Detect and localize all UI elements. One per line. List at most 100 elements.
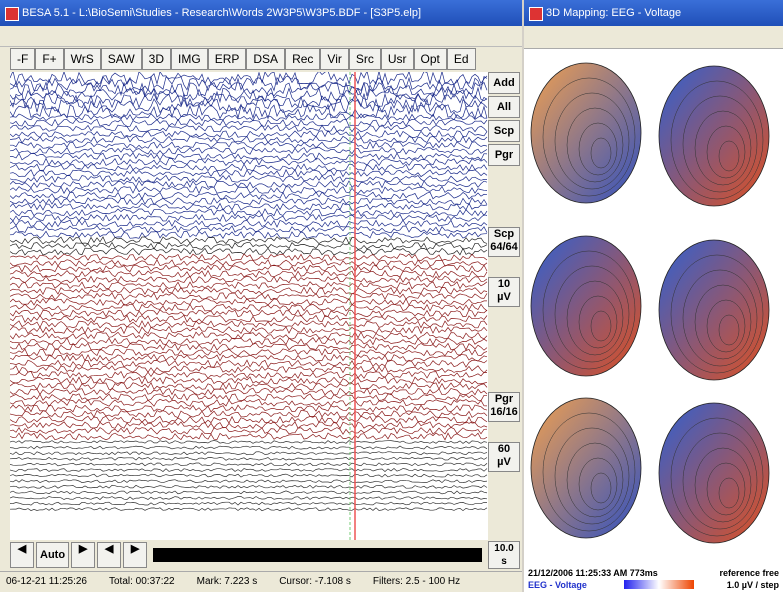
besa-window: BESA 5.1 - L:\BioSemi\Studies - Research…	[0, 0, 522, 592]
reference: reference free	[719, 568, 779, 578]
toolbar-button[interactable]: Opt	[414, 48, 447, 70]
eeg-trace	[10, 321, 487, 328]
eeg-trace	[10, 441, 487, 444]
mapping-window: 3D Mapping: EEG - Voltage 21/12/2006 11:…	[524, 0, 783, 592]
eeg-trace	[10, 243, 487, 250]
eeg-trace	[10, 72, 487, 85]
title-bar: BESA 5.1 - L:\BioSemi\Studies - Research…	[0, 0, 522, 26]
eeg-trace	[10, 226, 487, 233]
eeg-trace	[10, 175, 487, 182]
eeg-trace	[10, 276, 487, 283]
eeg-trace	[10, 147, 487, 154]
toolbar-button[interactable]: Vir	[320, 48, 348, 70]
prev-step[interactable]: ◀	[97, 542, 121, 568]
desktop: BESA 5.1 - L:\BioSemi\Studies - Research…	[0, 0, 783, 592]
side-button[interactable]: Scp	[488, 120, 520, 142]
eeg-trace	[10, 416, 487, 423]
prev-page[interactable]: ◀	[10, 542, 34, 568]
eeg-trace	[10, 433, 487, 440]
next-page[interactable]: ▶	[71, 542, 95, 568]
toolbar-button[interactable]: SAW	[101, 48, 142, 70]
eeg-trace	[10, 422, 487, 429]
eeg-trace	[10, 485, 487, 488]
status-field: Cursor: -7.108 s	[279, 572, 351, 592]
eeg-trace	[10, 153, 487, 160]
eeg-trace	[10, 131, 487, 138]
scale-bottom: µV	[489, 291, 519, 304]
eeg-trace	[10, 287, 487, 294]
eeg-trace	[10, 304, 487, 311]
eeg-trace	[10, 293, 487, 300]
eeg-trace	[10, 209, 487, 216]
eeg-trace	[10, 77, 487, 91]
eeg-trace	[10, 125, 487, 132]
toolbar	[524, 26, 783, 49]
side-button[interactable]: Pgr	[488, 144, 520, 166]
toolbar-button[interactable]: Usr	[381, 48, 414, 70]
eeg-trace	[10, 355, 487, 362]
scale-bottom: 64/64	[489, 241, 519, 254]
eeg-trace	[10, 343, 487, 350]
eeg-trace	[10, 327, 487, 334]
scroll-bar[interactable]	[153, 548, 482, 562]
eeg-trace	[10, 469, 487, 472]
eeg-trace	[10, 260, 487, 267]
eeg-trace	[10, 114, 487, 121]
eeg-trace	[10, 282, 487, 289]
eeg-trace	[10, 480, 487, 483]
eeg-trace	[10, 405, 487, 412]
eeg-trace	[10, 399, 487, 406]
next-step[interactable]: ▶	[123, 542, 147, 568]
head	[659, 403, 769, 543]
page-length-unit: s	[501, 556, 507, 567]
toolbar-button[interactable]: F+	[35, 48, 63, 70]
eeg-trace	[10, 220, 487, 227]
toolbar-button[interactable]: 3D	[142, 48, 171, 70]
head	[659, 66, 769, 206]
toolbar-button[interactable]: -F	[10, 48, 35, 70]
scale-top: 60	[489, 443, 519, 456]
auto-button[interactable]: Auto	[36, 542, 69, 568]
color-scale	[624, 580, 694, 589]
toolbar-button[interactable]: ERP	[208, 48, 247, 70]
eeg-trace	[10, 446, 487, 449]
eeg-trace	[10, 491, 487, 494]
toolbar-button[interactable]: WrS	[64, 48, 101, 70]
status-field: Mark: 7.223 s	[197, 572, 258, 592]
eeg-trace	[10, 394, 487, 401]
eeg-trace	[10, 231, 487, 238]
eeg-trace	[10, 452, 487, 455]
side-button[interactable]: Add	[488, 72, 520, 94]
head	[659, 240, 769, 380]
eeg-trace	[10, 142, 487, 149]
eeg-trace	[10, 181, 487, 188]
eeg-trace	[10, 497, 487, 500]
eeg-trace	[10, 474, 487, 477]
eeg-trace	[10, 457, 487, 460]
scale-bottom: 16/16	[489, 406, 519, 419]
side-button[interactable]: All	[488, 96, 520, 118]
eeg-trace	[10, 192, 487, 199]
eeg-trace	[10, 164, 487, 171]
toolbar-button[interactable]: Ed	[447, 48, 476, 70]
eeg-trace	[10, 366, 487, 373]
map-footer: 21/12/2006 11:25:33 AM 773ms reference f…	[524, 568, 783, 592]
toolbar-button[interactable]: IMG	[171, 48, 208, 70]
scale-top: Pgr	[489, 393, 519, 406]
toolbar-button[interactable]: Rec	[285, 48, 320, 70]
head-maps	[524, 48, 783, 568]
eeg-trace	[10, 310, 487, 317]
eeg-trace	[10, 388, 487, 395]
toolbar-button[interactable]: DSA	[246, 48, 285, 70]
eeg-trace	[10, 105, 487, 119]
eeg-trace	[10, 360, 487, 367]
toolbar-button[interactable]: Src	[349, 48, 381, 70]
mode: EEG - Voltage	[528, 580, 587, 590]
